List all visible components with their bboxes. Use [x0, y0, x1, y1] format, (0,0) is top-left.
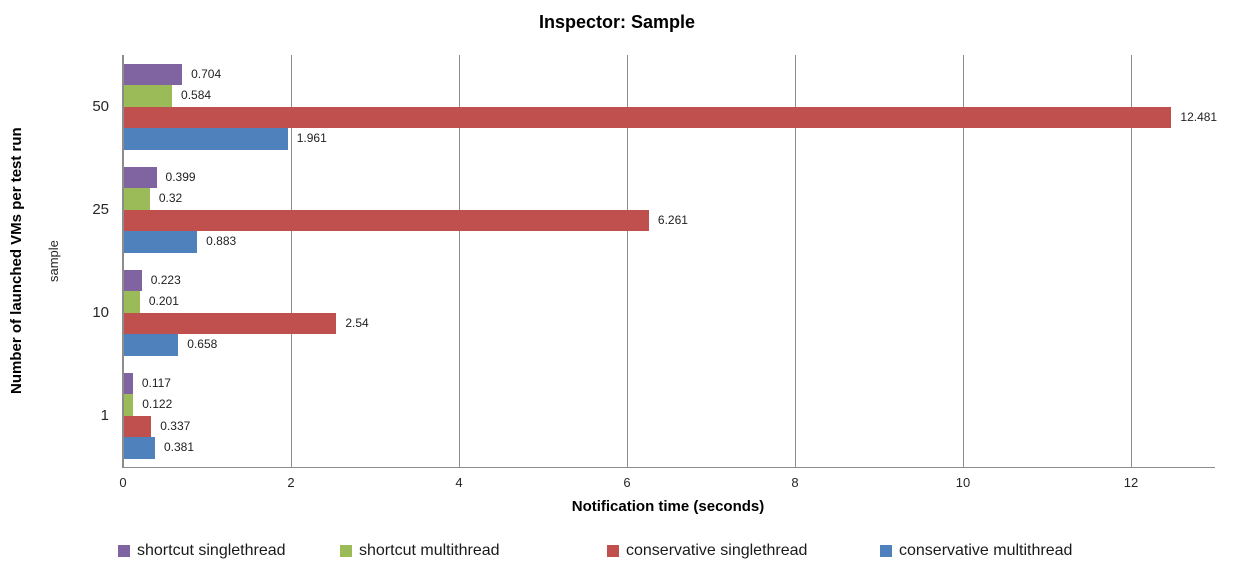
gridline — [627, 55, 628, 467]
bar — [124, 85, 173, 107]
y-axis-subtitle: sample — [46, 240, 61, 282]
bar — [124, 209, 649, 231]
y-axis-title: Number of launched VMs per test run — [8, 127, 25, 395]
chart-title: Inspector: Sample — [538, 12, 696, 32]
bar-value-label: 2.54 — [345, 315, 369, 330]
bar — [124, 372, 133, 394]
bar — [124, 166, 157, 188]
x-tick-label: 2 — [287, 475, 295, 490]
bar — [124, 188, 150, 210]
y-tick-label: 1 — [100, 406, 109, 424]
y-tick-label: 10 — [92, 303, 109, 321]
bar-value-label: 0.658 — [187, 337, 218, 351]
x-tick-label: 10 — [955, 475, 971, 490]
bar — [124, 437, 155, 459]
bar-value-label: 0.381 — [164, 440, 195, 454]
bar — [124, 394, 134, 416]
bar — [124, 291, 140, 313]
y-tick-label: 25 — [92, 200, 109, 218]
legend-label: shortcut singlethread — [137, 542, 286, 559]
legend-swatch — [340, 545, 352, 557]
legend-item: conservative multithread — [880, 540, 1072, 562]
bar-value-label: 0.117 — [141, 375, 171, 390]
legend-item: shortcut multithread — [340, 540, 500, 562]
legend-item: shortcut singlethread — [118, 540, 286, 562]
gridline — [795, 55, 796, 467]
x-tick-label: 4 — [455, 475, 463, 490]
bar-value-label: 0.122 — [142, 397, 173, 411]
x-tick-label: 0 — [119, 475, 127, 490]
legend-swatch — [607, 545, 619, 557]
bar — [124, 334, 179, 356]
bar-value-label: 0.883 — [206, 234, 237, 248]
bar — [124, 128, 288, 150]
bar-value-label: 0.337 — [160, 418, 191, 433]
legend-item: conservative singlethread — [607, 540, 807, 562]
legend-label: shortcut multithread — [359, 542, 500, 559]
gridline — [459, 55, 460, 467]
x-tick-label: 12 — [1123, 475, 1139, 490]
gridline — [123, 55, 124, 467]
bar-value-label: 0.201 — [148, 294, 179, 308]
bar — [124, 106, 1172, 128]
legend-label: conservative singlethread — [626, 542, 808, 559]
legend: shortcut singlethread shortcut multithrea… — [0, 540, 1234, 566]
gridline — [291, 55, 292, 467]
bar-value-label: 12.481 — [1180, 109, 1218, 124]
bar — [124, 63, 183, 85]
bar-value-label: 0.704 — [191, 66, 222, 81]
bar — [124, 269, 142, 291]
bar-value-label: 0.584 — [181, 88, 212, 102]
bar-value-label: 0.399 — [165, 169, 196, 184]
bar-value-label: 6.261 — [657, 212, 688, 227]
gridline — [963, 55, 964, 467]
x-tick-label: 8 — [791, 475, 799, 490]
legend-label: conservative multithread — [899, 542, 1073, 559]
bar — [124, 231, 198, 253]
bar-value-label: 1.961 — [296, 131, 327, 145]
x-axis-title: Notification time (seconds) — [571, 498, 765, 515]
bar — [124, 415, 152, 437]
bar-value-label: 0.32 — [158, 191, 183, 205]
legend-swatch — [118, 545, 130, 557]
gridline — [1131, 55, 1132, 467]
y-tick-label: 50 — [92, 97, 109, 115]
bar-value-label: 0.223 — [150, 272, 181, 287]
x-tick-label: 6 — [623, 475, 631, 490]
bar — [124, 312, 337, 334]
legend-swatch — [880, 545, 892, 557]
plot-area: 0 2 4 6 8 10 12 50 0.704 0.584 12.481 1.961 25 0.399 0… — [92, 55, 1218, 490]
